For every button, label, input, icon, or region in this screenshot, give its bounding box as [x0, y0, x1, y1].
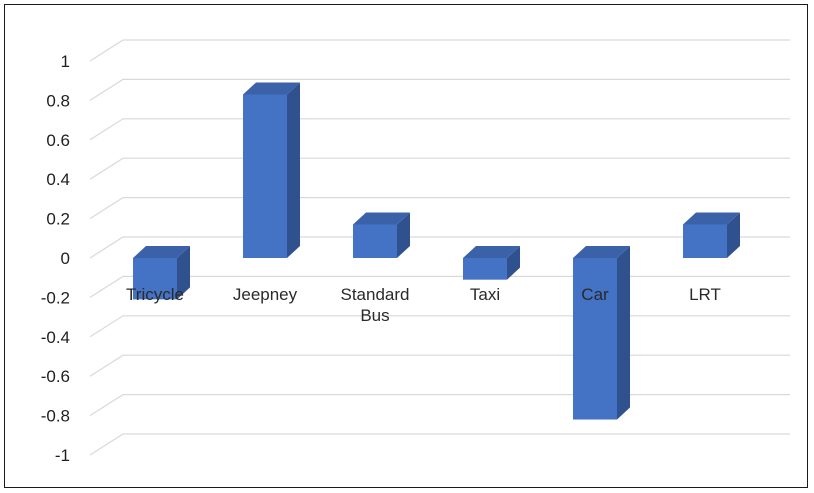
gridline: [89, 118, 790, 141]
gridline: [89, 394, 790, 417]
bar: [243, 82, 300, 259]
bar: [573, 246, 630, 420]
gridline: [89, 236, 790, 259]
category-label: Jeepney: [233, 285, 298, 304]
bar-top: [573, 246, 630, 258]
gridline: [89, 157, 790, 180]
y-tick-label: -0.4: [41, 328, 70, 347]
bars: [133, 82, 740, 420]
bar-top: [683, 212, 740, 225]
y-axis-ticks: 1 0.8 0.6 0.4 0.2 0 -0.2 -0.4 -0.6 -0.8 -1: [41, 52, 70, 465]
bar-top: [463, 246, 520, 258]
bar-side: [287, 82, 300, 259]
y-tick-label: -0.8: [41, 407, 70, 426]
gridline: [89, 197, 790, 220]
category-label: Taxi: [470, 285, 500, 304]
category-label: Standard Bus: [341, 285, 410, 325]
y-tick-label: 1: [61, 52, 70, 71]
bar-front: [573, 258, 617, 420]
gridline: [89, 275, 790, 298]
y-tick-label: 0.8: [46, 91, 70, 110]
gridline: [89, 433, 790, 456]
bar-side: [617, 246, 630, 420]
gridline: [89, 354, 790, 377]
y-tick-label: -1: [55, 446, 70, 465]
gridline: [89, 39, 790, 62]
gridline: [89, 78, 790, 101]
category-label: Car: [581, 285, 609, 304]
bar-side: [397, 212, 410, 258]
category-labels: Tricycle Jeepney Standard Bus Taxi Car LRT: [126, 285, 721, 325]
bar-top: [133, 246, 190, 258]
gridlines: [89, 39, 790, 456]
bar: [133, 246, 190, 300]
bar: [683, 212, 740, 258]
bar-side: [727, 212, 740, 258]
bar: [463, 246, 520, 280]
y-tick-label: -0.2: [41, 288, 70, 307]
y-tick-label: 0.4: [46, 170, 70, 189]
bar-front: [683, 224, 727, 258]
y-tick-label: -0.6: [41, 367, 70, 386]
bar-front: [243, 94, 287, 259]
bar-top: [353, 212, 410, 225]
category-label: LRT: [689, 285, 721, 304]
gridline: [89, 315, 790, 338]
bar-front: [133, 258, 177, 300]
y-tick-label: 0: [61, 249, 70, 268]
bar-side: [177, 246, 190, 300]
bar-front: [353, 224, 397, 258]
y-tick-label: 0.6: [46, 131, 70, 150]
bar: [353, 212, 410, 258]
bar-side: [507, 246, 520, 280]
bar-front: [463, 258, 507, 280]
y-tick-label: 0.2: [46, 210, 70, 229]
bar-top: [243, 82, 300, 95]
category-label: Tricycle: [126, 285, 184, 304]
